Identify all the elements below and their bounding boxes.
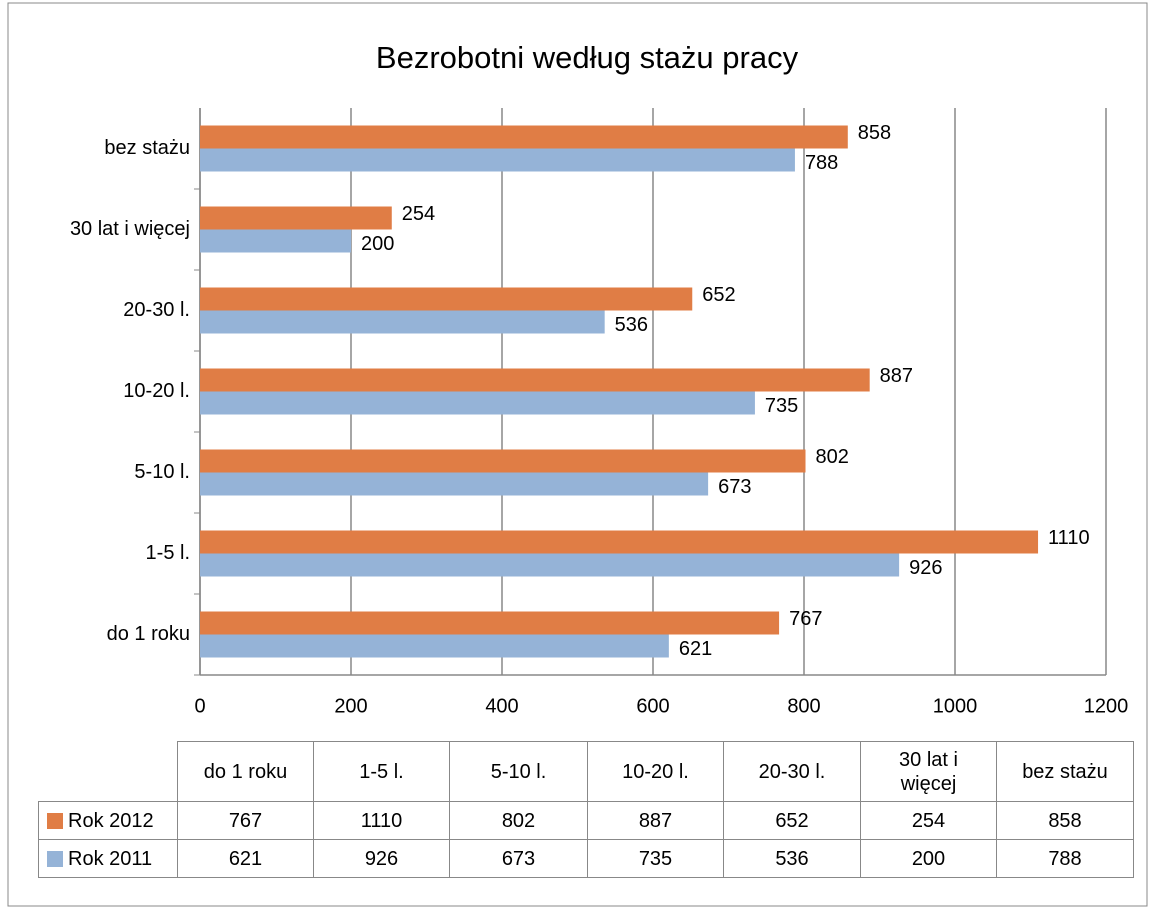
table-value-text: 802	[501, 809, 536, 832]
chart-title: Bezrobotni według stażu pracy	[376, 40, 799, 75]
data-label: 735	[765, 395, 798, 417]
table-header: 5-10 l.	[449, 741, 588, 802]
table-value-text: 926	[364, 847, 399, 870]
table-value: 767	[177, 801, 314, 840]
data-label: 788	[805, 152, 838, 174]
data-label: 621	[679, 638, 712, 660]
data-label: 1110	[1048, 527, 1090, 549]
bar	[200, 125, 848, 149]
table-value-text: 652	[775, 809, 809, 832]
table-header-text: do 1 roku	[203, 760, 288, 783]
data-label: 200	[361, 233, 394, 255]
legend-entry-text: Rok 2012	[68, 809, 154, 832]
bar	[200, 310, 605, 334]
y-tick-label: bez stażu	[104, 137, 190, 159]
table-header: 20-30 l.	[723, 741, 861, 802]
table-value-text: 788	[1048, 847, 1082, 870]
table-header: do 1 roku	[177, 741, 314, 802]
table-value: 254	[860, 801, 997, 840]
x-tick-label: 800	[787, 695, 820, 717]
table-value: 858	[996, 801, 1134, 840]
x-tick-label: 1200	[1084, 695, 1129, 717]
bar	[200, 206, 392, 230]
x-tick-label: 200	[334, 695, 367, 717]
data-label: 767	[789, 608, 822, 630]
bar	[200, 148, 795, 172]
y-tick-label: 10-20 l.	[123, 380, 190, 402]
data-label: 652	[702, 284, 735, 306]
legend-entry-text: Rok 2011	[68, 847, 153, 870]
table-header-text: 20-30 l.	[758, 760, 826, 783]
table-value-text: 735	[638, 847, 673, 870]
x-tick-label: 600	[636, 695, 669, 717]
table-header-text: 10-20 l.	[622, 760, 689, 783]
legend-key	[47, 812, 63, 829]
bar	[200, 449, 806, 473]
table-value-text: 767	[228, 809, 263, 832]
table-header: 1-5 l.	[313, 741, 450, 802]
legend-entry: Rok 2011	[38, 839, 178, 878]
table-value-text: 254	[911, 809, 946, 832]
data-label: 254	[402, 203, 435, 225]
table-value-text: 858	[1048, 809, 1082, 832]
table-value: 621	[177, 839, 314, 878]
bar	[200, 472, 709, 496]
data-label: 536	[615, 314, 648, 336]
table-value: 802	[449, 801, 588, 840]
data-label: 858	[858, 122, 891, 144]
table-header: 10-20 l.	[587, 741, 724, 802]
bar	[200, 530, 1039, 554]
table-value: 536	[723, 839, 861, 878]
table-header-text: 1-5 l.	[359, 760, 404, 783]
table-header-text: 30 lat i więcej	[899, 748, 958, 795]
table-value: 926	[313, 839, 450, 878]
y-tick-label: 30 lat i więcej	[70, 218, 190, 240]
table-value: 735	[587, 839, 724, 878]
table-value-text: 887	[638, 809, 673, 832]
y-tick-label: 1-5 l.	[146, 542, 190, 564]
table-value-text: 200	[911, 847, 946, 870]
x-tick-label: 1000	[933, 695, 978, 717]
x-tick-label: 0	[194, 695, 205, 717]
table-value: 887	[587, 801, 724, 840]
table-value: 673	[449, 839, 588, 878]
table-value-text: 621	[228, 847, 263, 870]
legend-entry: Rok 2012	[38, 801, 178, 840]
table-header: 30 lat i więcej	[860, 741, 997, 802]
legend-key	[47, 850, 63, 867]
table-value-text: 536	[775, 847, 809, 870]
table-value: 652	[723, 801, 861, 840]
bar	[200, 611, 780, 635]
y-tick-label: do 1 roku	[107, 623, 190, 645]
bar	[200, 287, 693, 311]
table-header-text: 5-10 l.	[490, 760, 547, 783]
bar	[200, 391, 755, 415]
data-label: 887	[880, 365, 913, 387]
y-tick-label: 5-10 l.	[134, 461, 190, 483]
data-label: 926	[909, 557, 942, 579]
bar	[200, 229, 351, 253]
y-tick-label: 20-30 l.	[123, 299, 190, 321]
data-label: 802	[816, 446, 849, 468]
bar	[200, 553, 900, 577]
table-value: 200	[860, 839, 997, 878]
table-value: 788	[996, 839, 1134, 878]
table-header: bez stażu	[996, 741, 1134, 802]
table-value-text: 1110	[360, 809, 403, 832]
x-tick-label: 400	[485, 695, 518, 717]
table-value-text: 673	[501, 847, 536, 870]
table-header-text: bez stażu	[1022, 760, 1108, 783]
data-label: 673	[718, 476, 751, 498]
bar	[200, 634, 669, 658]
table-value: 1110	[313, 801, 450, 840]
bar	[200, 368, 870, 392]
